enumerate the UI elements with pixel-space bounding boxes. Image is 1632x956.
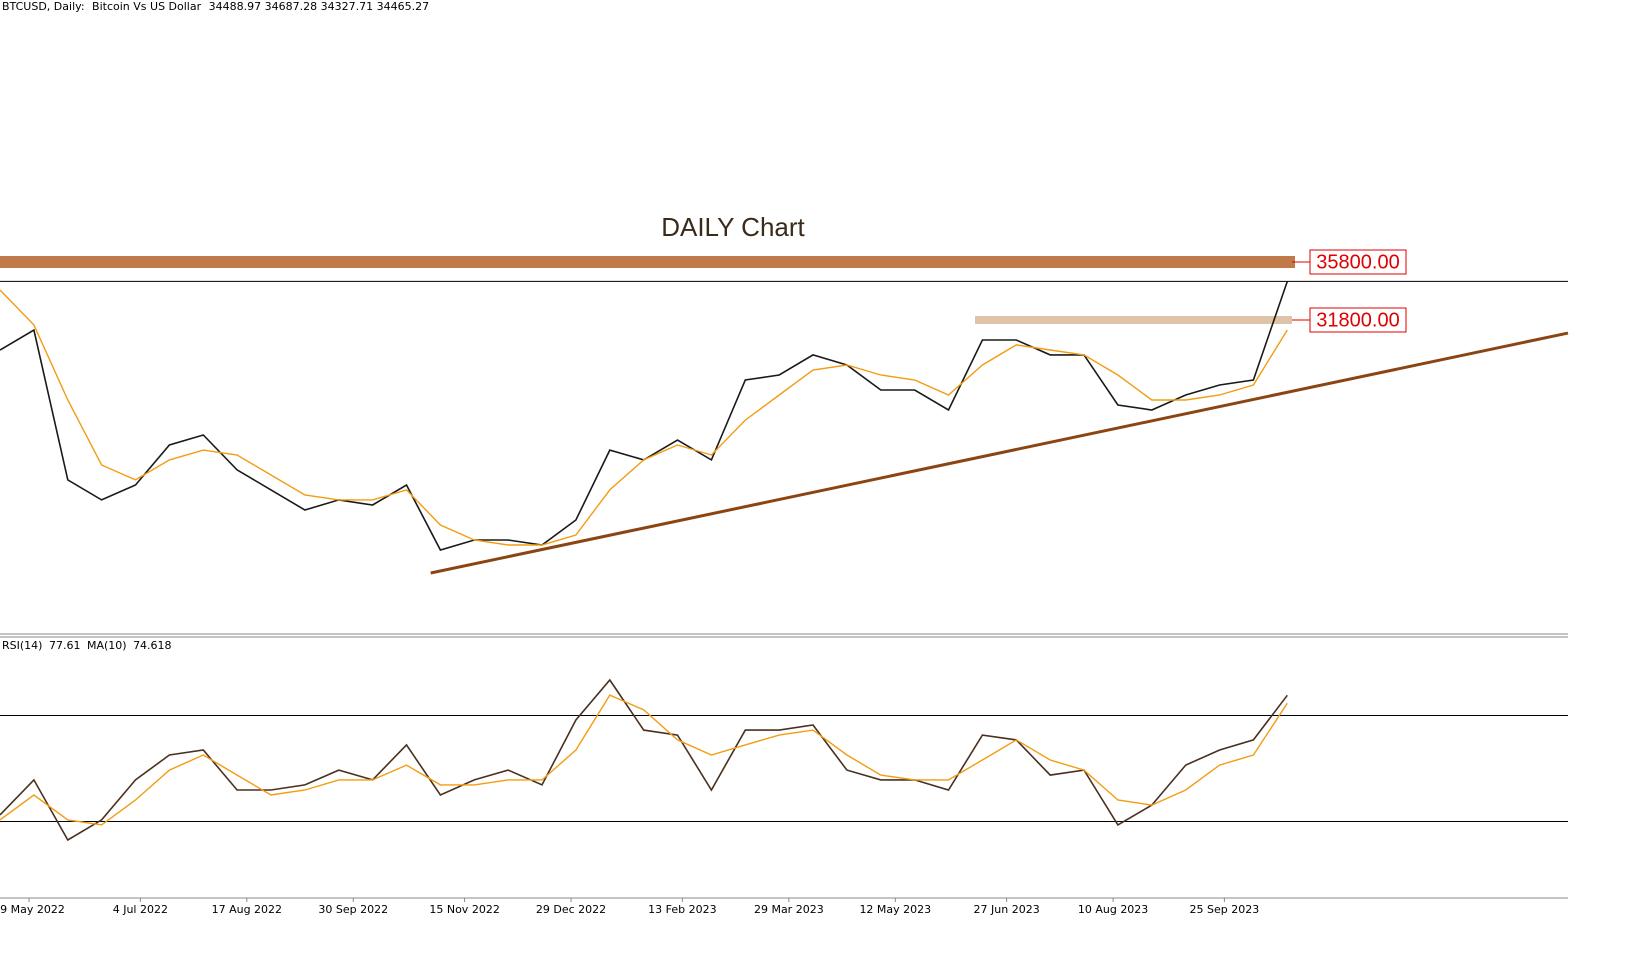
level-label-box bbox=[1309, 249, 1407, 275]
x-tick-label: 25 Sep 2023 bbox=[1190, 903, 1260, 916]
price-header: BTCUSD, Daily: Bitcoin Vs US Dollar 3448… bbox=[2, 0, 429, 13]
instrument-name: Bitcoin Vs US Dollar bbox=[92, 0, 202, 13]
level-label: 31800.00 bbox=[1316, 309, 1399, 331]
rsi-ma-value: 74.618 bbox=[133, 639, 172, 652]
low: 34327.71 bbox=[321, 0, 374, 13]
trendline bbox=[430, 331, 1569, 575]
x-tick-label: 29 Mar 2023 bbox=[754, 903, 824, 916]
resistance-band bbox=[0, 256, 1295, 269]
x-tick-label: 19 May 2022 bbox=[0, 903, 65, 916]
close: 34465.27 bbox=[377, 0, 430, 13]
x-tick-label: 30 Sep 2022 bbox=[318, 903, 388, 916]
rsi-header: RSI(14) 77.61 MA(10) 74.618 bbox=[2, 639, 172, 652]
rsi-value: 77.61 bbox=[49, 639, 81, 652]
x-tick-label: 17 Aug 2022 bbox=[212, 903, 282, 916]
x-tick-label: 27 Jun 2023 bbox=[974, 903, 1040, 916]
rsi-ma-line bbox=[0, 694, 1288, 826]
x-tick-label: 12 May 2023 bbox=[859, 903, 931, 916]
rsi-ma-label: MA(10) bbox=[87, 639, 127, 652]
level-label: 35800.00 bbox=[1316, 251, 1399, 273]
rsi-line bbox=[0, 678, 1288, 842]
open: 34488.97 bbox=[209, 0, 262, 13]
moving-average bbox=[0, 289, 1288, 546]
level-label-box bbox=[1309, 307, 1407, 333]
symbol: BTCUSD, Daily: bbox=[2, 0, 85, 13]
x-tick-label: 13 Feb 2023 bbox=[648, 903, 716, 916]
rsi-label: RSI(14) bbox=[2, 639, 42, 652]
support-band bbox=[975, 316, 1292, 325]
chart-title: DAILY Chart bbox=[661, 212, 805, 242]
x-tick-label: 4 Jul 2022 bbox=[113, 903, 168, 916]
high: 34687.28 bbox=[265, 0, 318, 13]
x-tick-label: 10 Aug 2023 bbox=[1078, 903, 1148, 916]
x-tick-label: 15 Nov 2022 bbox=[429, 903, 499, 916]
x-tick-label: 29 Dec 2022 bbox=[536, 903, 606, 916]
